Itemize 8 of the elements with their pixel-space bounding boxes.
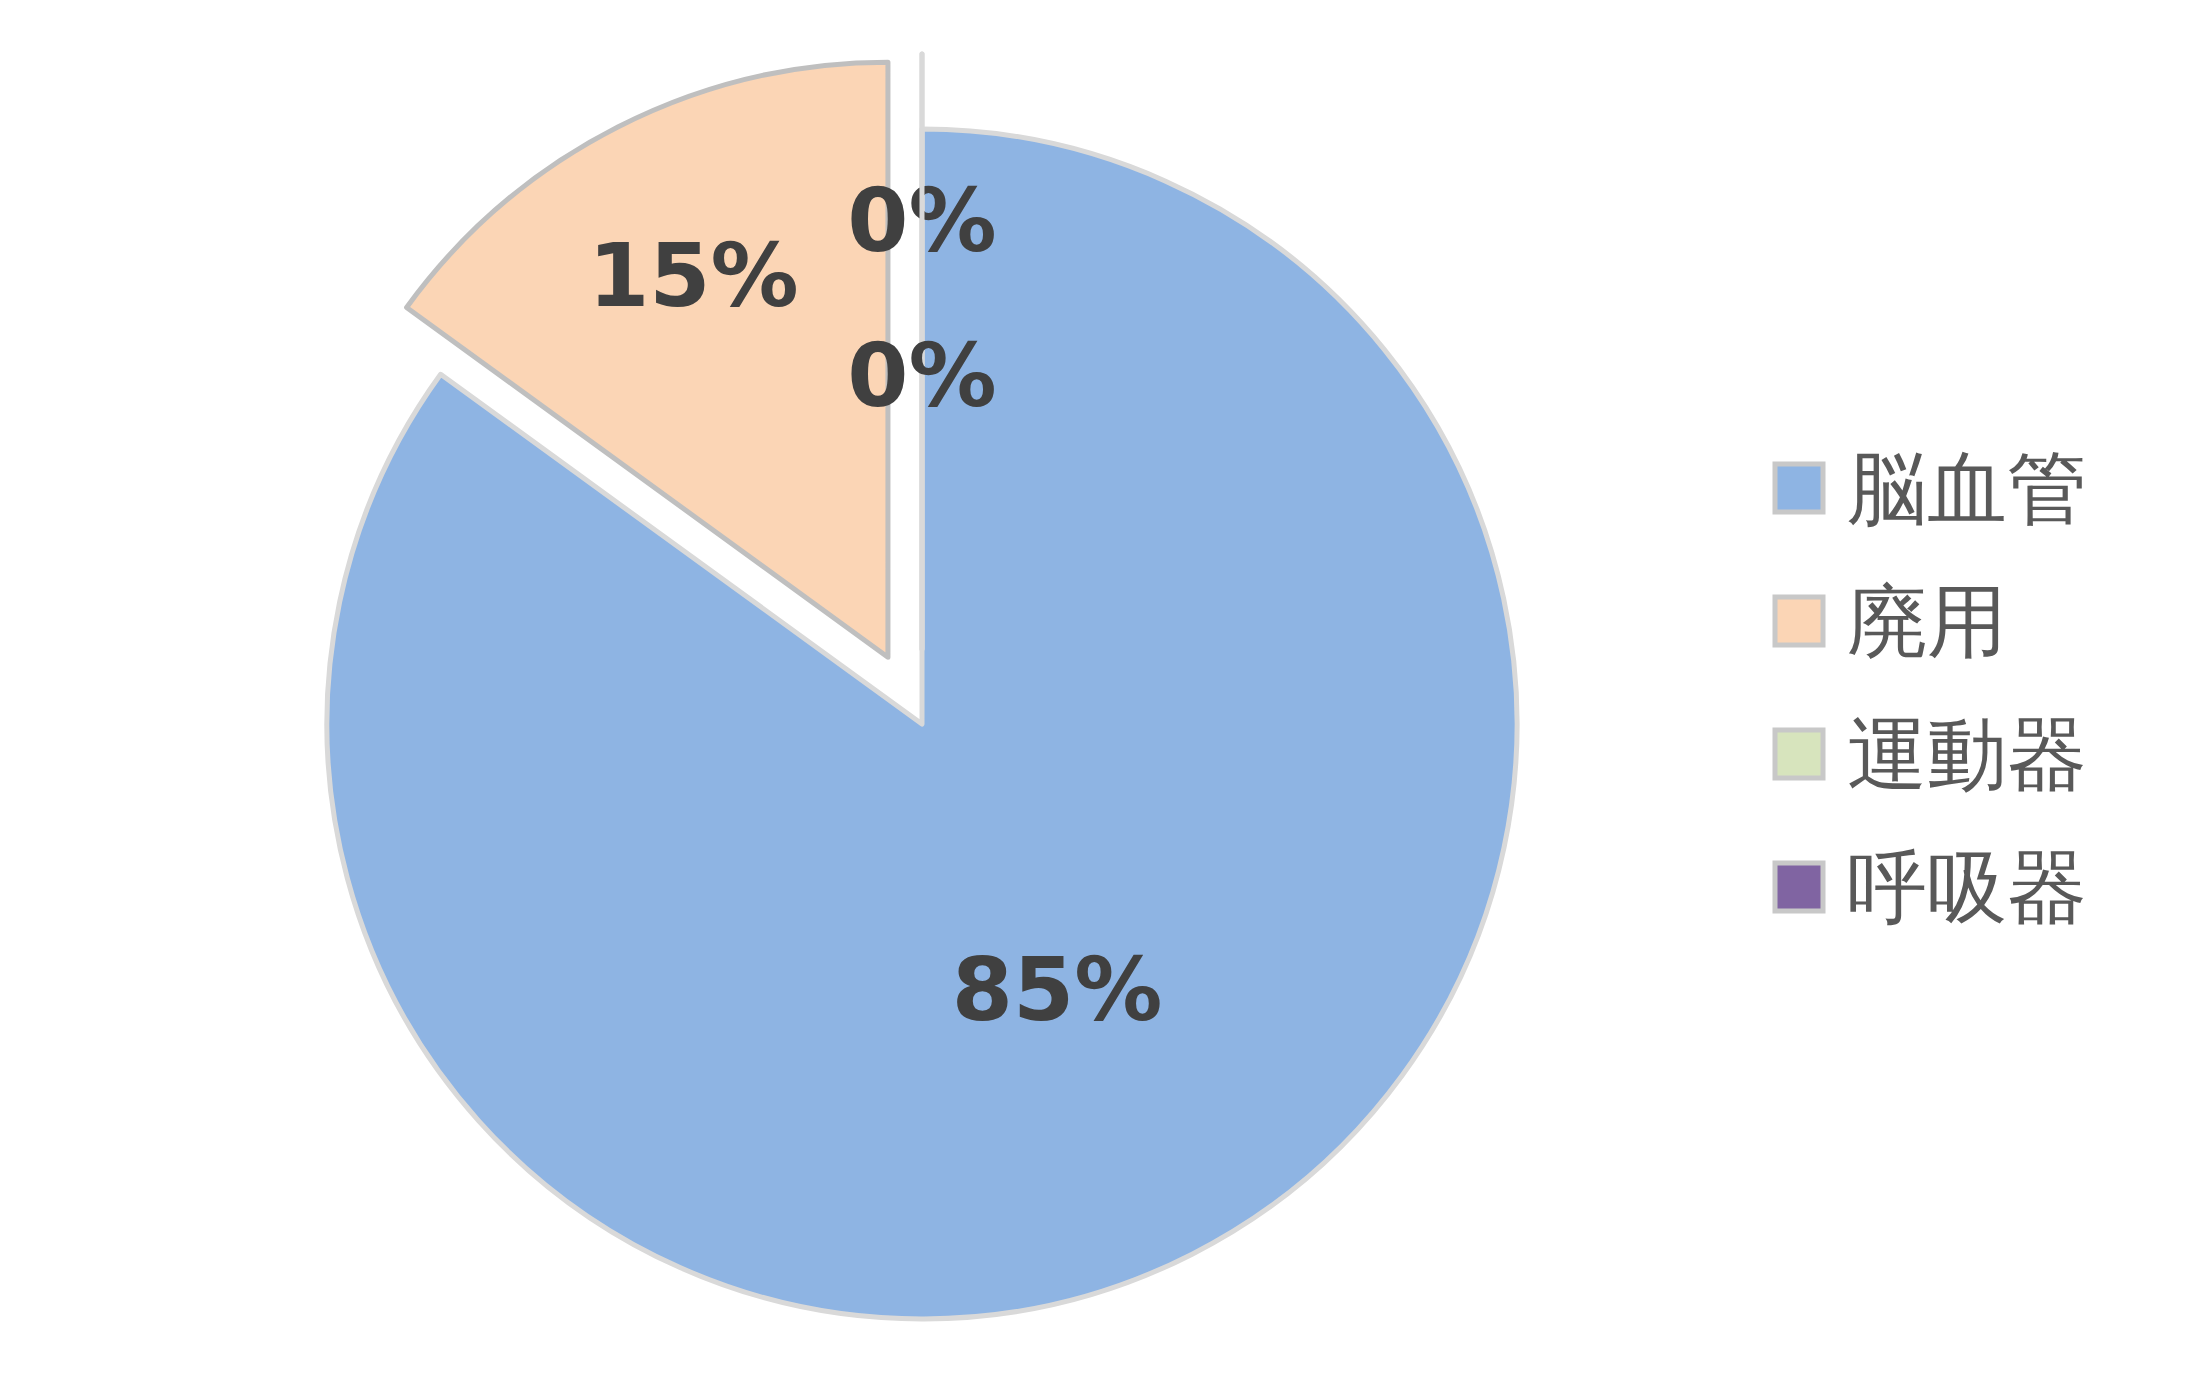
legend-label: 呼吸器 — [1847, 840, 2087, 934]
legend-label: 脳血管 — [1847, 441, 2087, 535]
data-label: 15% — [588, 223, 799, 327]
legend-label: 廃用 — [1847, 574, 2007, 668]
data-label: 85% — [951, 937, 1163, 1041]
text: 0% — [847, 169, 997, 273]
text: 0% — [847, 323, 997, 427]
legend-label: 運動器 — [1847, 707, 2087, 801]
